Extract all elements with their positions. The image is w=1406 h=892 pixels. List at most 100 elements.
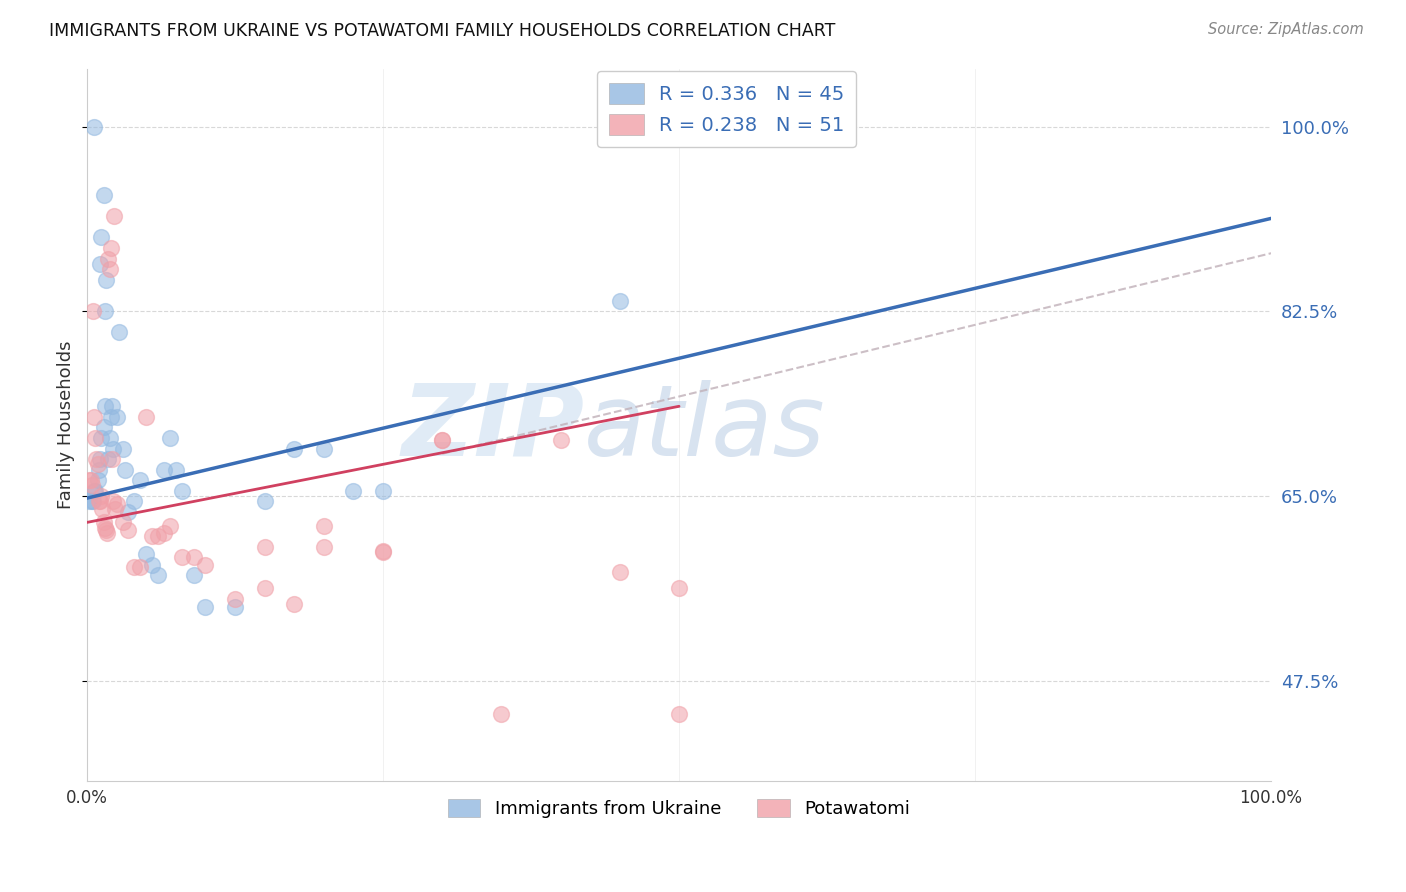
Point xyxy=(83,120,105,134)
Point xyxy=(135,547,157,561)
Text: atlas: atlas xyxy=(585,380,825,477)
Point xyxy=(89,494,111,508)
Point xyxy=(103,209,125,223)
Point xyxy=(97,452,120,467)
Point xyxy=(94,399,117,413)
Point xyxy=(170,550,193,565)
Point xyxy=(111,442,134,456)
Point xyxy=(90,489,112,503)
Text: IMMIGRANTS FROM UKRAINE VS POTAWATOMI FAMILY HOUSEHOLDS CORRELATION CHART: IMMIGRANTS FROM UKRAINE VS POTAWATOMI FA… xyxy=(49,22,835,40)
Point xyxy=(153,525,176,540)
Point xyxy=(124,559,146,574)
Point xyxy=(159,431,181,445)
Point xyxy=(98,262,121,277)
Point xyxy=(101,494,124,508)
Point xyxy=(224,592,246,607)
Point xyxy=(100,241,122,255)
Point xyxy=(312,518,335,533)
Point xyxy=(84,431,107,445)
Point xyxy=(82,494,104,508)
Text: 100.0%: 100.0% xyxy=(1240,789,1302,807)
Point xyxy=(91,501,114,516)
Point xyxy=(170,483,193,498)
Point xyxy=(89,452,111,467)
Point xyxy=(224,599,246,614)
Point xyxy=(141,558,163,572)
Text: 0.0%: 0.0% xyxy=(66,789,108,807)
Point xyxy=(101,452,124,467)
Point xyxy=(283,597,305,611)
Point xyxy=(194,558,217,572)
Point xyxy=(194,599,217,614)
Point xyxy=(79,473,101,487)
Point xyxy=(371,545,394,559)
Legend: Immigrants from Ukraine, Potawatomi: Immigrants from Ukraine, Potawatomi xyxy=(440,791,917,825)
Point xyxy=(83,409,105,424)
Point xyxy=(94,304,117,318)
Point xyxy=(609,565,631,579)
Point xyxy=(153,462,176,476)
Point xyxy=(114,462,136,476)
Point xyxy=(371,544,394,558)
Point xyxy=(124,494,146,508)
Point xyxy=(183,550,205,565)
Point xyxy=(86,452,108,467)
Point xyxy=(93,188,115,202)
Point xyxy=(90,431,112,445)
Point xyxy=(135,409,157,424)
Point xyxy=(432,433,454,447)
Point xyxy=(93,420,115,434)
Point xyxy=(111,516,134,530)
Point xyxy=(342,483,364,498)
Point xyxy=(165,462,187,476)
Point xyxy=(141,529,163,543)
Point xyxy=(146,568,169,582)
Point xyxy=(183,568,205,582)
Y-axis label: Family Households: Family Households xyxy=(58,341,75,509)
Point xyxy=(253,540,276,554)
Point xyxy=(312,540,335,554)
Point xyxy=(104,501,127,516)
Point xyxy=(609,293,631,308)
Point xyxy=(129,473,152,487)
Point xyxy=(129,559,152,574)
Point xyxy=(97,252,120,266)
Point xyxy=(89,257,111,271)
Point xyxy=(159,518,181,533)
Point xyxy=(108,326,131,340)
Point xyxy=(80,478,103,492)
Point xyxy=(371,483,394,498)
Point xyxy=(96,525,118,540)
Point xyxy=(283,442,305,456)
Point xyxy=(90,230,112,244)
Point xyxy=(100,409,122,424)
Point xyxy=(117,523,139,537)
Point xyxy=(86,473,108,487)
Point xyxy=(79,473,101,487)
Point xyxy=(668,707,690,722)
Point xyxy=(668,581,690,595)
Point xyxy=(93,516,115,530)
Point xyxy=(491,707,513,722)
Point xyxy=(253,581,276,595)
Point xyxy=(86,458,108,472)
Point xyxy=(253,494,276,508)
Point xyxy=(105,409,128,424)
Point xyxy=(105,498,128,512)
Point xyxy=(94,523,117,537)
Point xyxy=(87,462,110,476)
Point xyxy=(312,442,335,456)
Point xyxy=(101,442,124,456)
Point xyxy=(80,494,103,508)
Text: ZIP: ZIP xyxy=(401,380,585,477)
Point xyxy=(94,272,117,286)
Point xyxy=(98,431,121,445)
Point xyxy=(550,433,572,447)
Point xyxy=(146,529,169,543)
Point xyxy=(79,494,101,508)
Point xyxy=(87,494,110,508)
Point xyxy=(83,483,105,498)
Text: Source: ZipAtlas.com: Source: ZipAtlas.com xyxy=(1208,22,1364,37)
Point xyxy=(432,433,454,447)
Point xyxy=(82,304,104,318)
